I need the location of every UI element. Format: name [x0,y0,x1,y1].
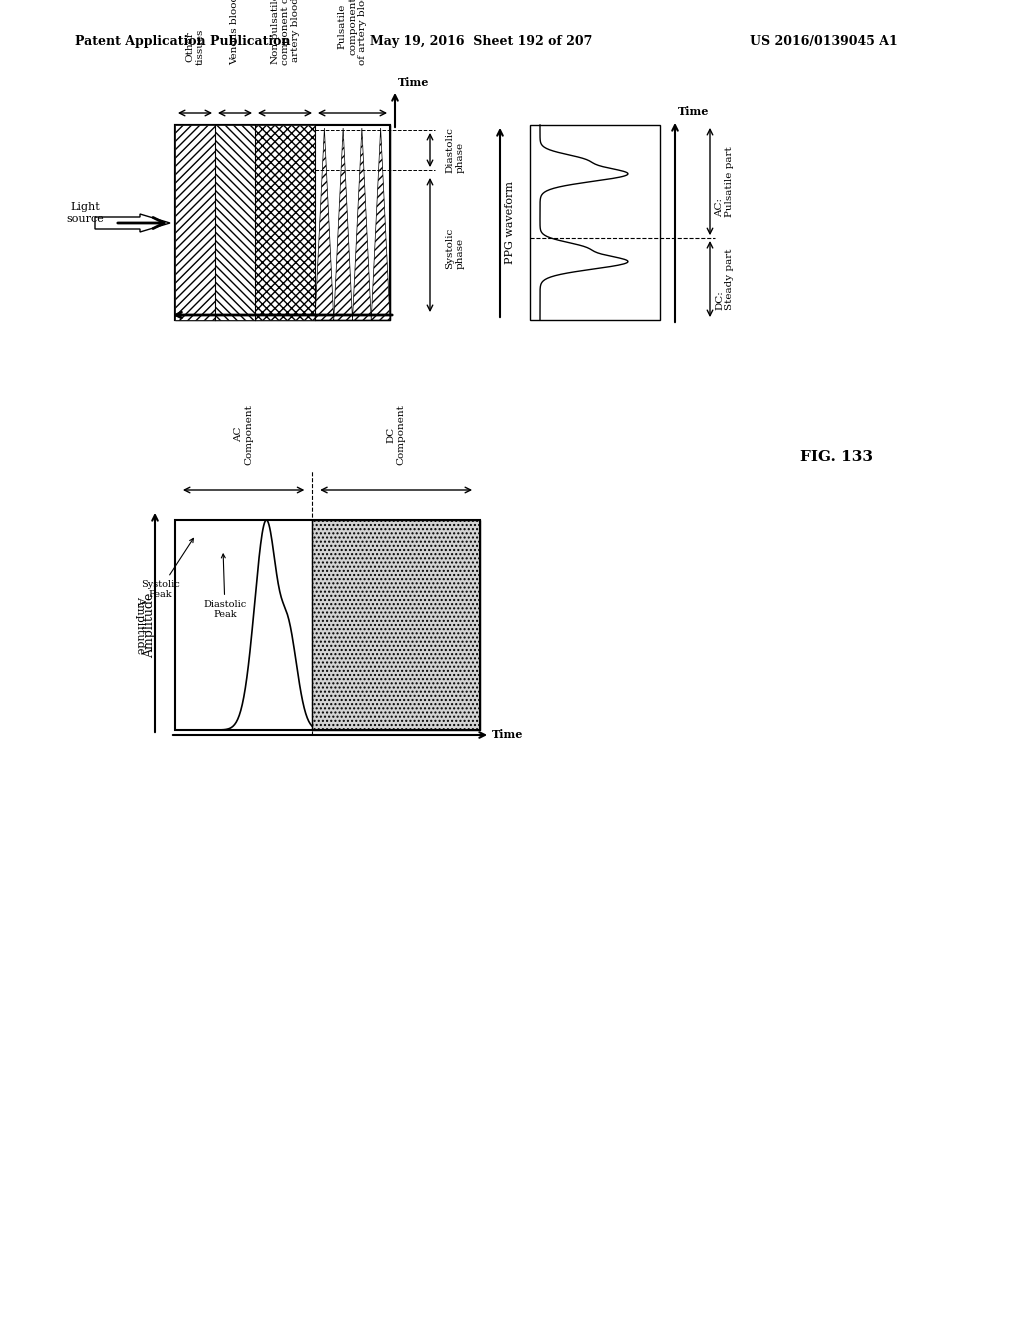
Text: PPG waveform: PPG waveform [505,181,515,264]
Bar [215,125,255,319]
Text: Pulsatile
component
of artery blood: Pulsatile component of artery blood [338,0,368,65]
Bar [215,125,255,319]
Text: Venous blood: Venous blood [230,0,240,65]
Bar [175,125,215,319]
Text: AC
Component: AC Component [233,404,253,465]
Text: Patent Application Publication: Patent Application Publication [75,36,291,48]
Text: Systolic
phase: Systolic phase [445,227,465,269]
Polygon shape [315,128,390,319]
Text: Non-pulsatile
component of
artery blood: Non-pulsatile component of artery blood [270,0,300,65]
Bar [255,125,315,319]
Text: Diastolic
Peak: Diastolic Peak [204,554,247,619]
Text: US 2016/0139045 A1: US 2016/0139045 A1 [750,36,898,48]
Bar [175,520,480,730]
Bar [530,125,660,319]
Polygon shape [95,214,170,232]
Text: Amplitude: Amplitude [135,595,145,655]
Text: Other
tissues: Other tissues [185,29,205,65]
Text: DC
Component: DC Component [386,404,406,465]
Text: Diastolic
phase: Diastolic phase [445,127,465,173]
Text: May 19, 2016  Sheet 192 of 207: May 19, 2016 Sheet 192 of 207 [370,36,592,48]
Bar [255,125,315,319]
Bar [175,125,390,319]
Text: Time: Time [678,106,710,117]
Text: DC:
Steady part: DC: Steady part [715,248,734,310]
Bar [175,125,390,319]
Text: AC:
Pulsatile part: AC: Pulsatile part [715,147,734,216]
Text: FIG. 133: FIG. 133 [800,450,873,465]
Text: Light
source: Light source [67,202,103,224]
Text: Amplitude: Amplitude [143,593,157,657]
Bar [175,125,215,319]
Text: Time: Time [492,730,523,741]
Bar [312,520,480,730]
Text: Systolic
Peak: Systolic Peak [140,539,194,599]
Text: Time: Time [398,77,429,88]
Bar [315,125,390,319]
